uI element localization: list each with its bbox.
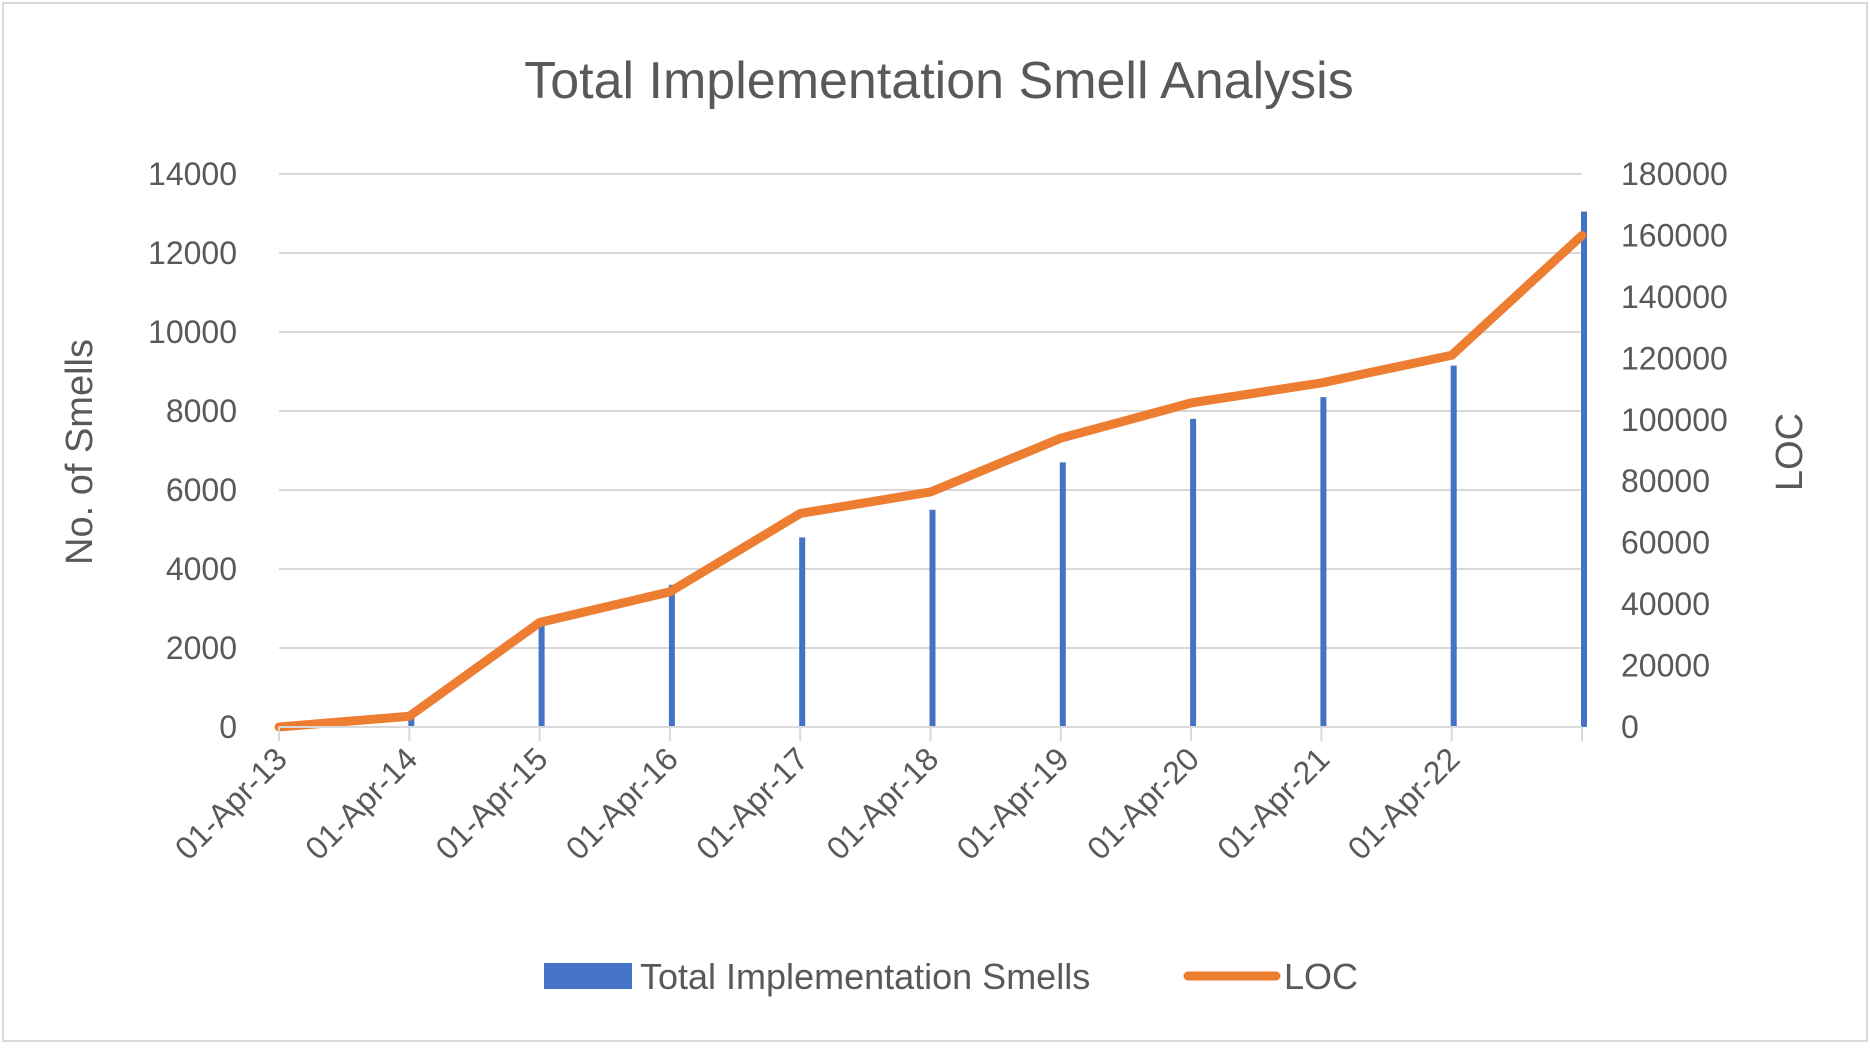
y-tick-label: 0 (219, 709, 237, 745)
x-tick-label: 01-Apr-18 (819, 740, 945, 866)
x-tick-label: 01-Apr-22 (1341, 740, 1467, 866)
legend-swatch-smells (544, 963, 632, 989)
bar (799, 537, 806, 727)
y2-tick-label: 20000 (1621, 648, 1710, 684)
bar (668, 584, 675, 727)
y-tick-label: 6000 (166, 472, 237, 508)
y-tick-label: 14000 (148, 156, 237, 192)
y2-tick-label: 100000 (1621, 402, 1728, 438)
chart-title: Total Implementation Smell Analysis (524, 52, 1354, 110)
x-tick-label: 01-Apr-19 (950, 740, 1076, 866)
y2-tick-label: 160000 (1621, 217, 1728, 253)
legend-label-loc: LOC (1284, 956, 1358, 997)
y-axis-right-title: LOC (1769, 413, 1811, 491)
bar (1190, 418, 1197, 727)
y-axis-left-ticks: 0 2000 4000 6000 8000 10000 12000 14000 (148, 156, 237, 745)
bar (538, 624, 545, 727)
y-tick-label: 12000 (148, 235, 237, 271)
x-tick-label: 01-Apr-13 (168, 740, 294, 866)
y-axis-right-ticks: 0 20000 40000 60000 80000 100000 120000 140000 1… (1621, 156, 1728, 745)
y-tick-label: 8000 (166, 393, 237, 429)
x-tick-label: 01-Apr-16 (559, 740, 685, 866)
bar (1450, 365, 1457, 727)
y2-tick-label: 60000 (1621, 525, 1710, 561)
y2-tick-label: 0 (1621, 709, 1639, 745)
x-tick-label: 01-Apr-15 (428, 740, 554, 866)
y2-tick-label: 80000 (1621, 463, 1710, 499)
legend-item-smells[interactable]: Total Implementation Smells (544, 956, 1090, 997)
y2-tick-label: 180000 (1621, 156, 1728, 192)
x-tick-label: 01-Apr-20 (1080, 740, 1206, 866)
x-axis: 01-Apr-13 01-Apr-14 01-Apr-15 01-Apr-16 01-A… (168, 726, 1583, 867)
bar-series (278, 211, 1587, 727)
x-tick-label: 01-Apr-14 (298, 740, 424, 866)
y2-tick-label: 40000 (1621, 586, 1710, 622)
bar (1059, 462, 1066, 727)
loc-line (274, 230, 1587, 732)
y-tick-label: 10000 (148, 314, 237, 350)
bar (408, 717, 415, 727)
chart-svg: Total Implementation Smell Analysis 0 200… (59, 52, 1811, 997)
legend-item-loc[interactable]: LOC (1183, 956, 1358, 997)
x-tick-label: 01-Apr-21 (1210, 740, 1336, 866)
bar (929, 509, 936, 727)
bar (1581, 211, 1587, 727)
y-axis-left-title: No. of Smells (59, 339, 101, 565)
x-tick-label: 01-Apr-17 (689, 740, 815, 866)
legend: Total Implementation Smells LOC (544, 956, 1358, 997)
y2-tick-label: 120000 (1621, 340, 1728, 376)
legend-label-smells: Total Implementation Smells (640, 956, 1090, 997)
y2-tick-label: 140000 (1621, 279, 1728, 315)
y-tick-label: 4000 (166, 551, 237, 587)
line-series (274, 230, 1587, 732)
bar (1320, 397, 1327, 727)
y-tick-label: 2000 (166, 630, 237, 666)
